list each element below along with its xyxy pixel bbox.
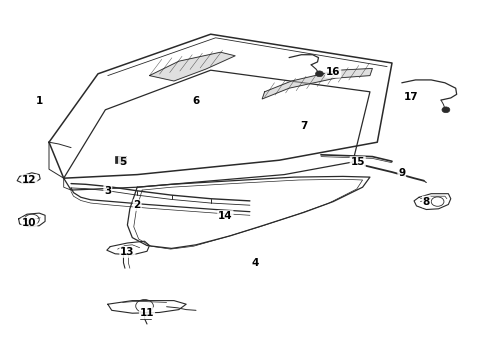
Circle shape (316, 71, 323, 77)
Text: 14: 14 (218, 211, 233, 221)
Text: 6: 6 (193, 96, 199, 106)
Polygon shape (149, 52, 235, 81)
Text: 8: 8 (423, 197, 430, 207)
Text: 11: 11 (140, 308, 154, 318)
Text: 9: 9 (398, 168, 405, 178)
Text: 16: 16 (326, 67, 341, 77)
Bar (115, 156, 126, 163)
Text: 5: 5 (119, 157, 126, 167)
Text: 15: 15 (350, 157, 365, 167)
Text: 13: 13 (120, 247, 135, 257)
Circle shape (442, 107, 450, 113)
Text: 4: 4 (251, 258, 259, 268)
Text: 2: 2 (134, 200, 141, 210)
Polygon shape (262, 68, 372, 99)
Text: 7: 7 (300, 121, 308, 131)
Text: 17: 17 (404, 92, 419, 102)
Text: 12: 12 (22, 175, 37, 185)
Text: 10: 10 (22, 218, 37, 228)
Text: 1: 1 (36, 96, 43, 106)
Text: 3: 3 (104, 186, 111, 196)
